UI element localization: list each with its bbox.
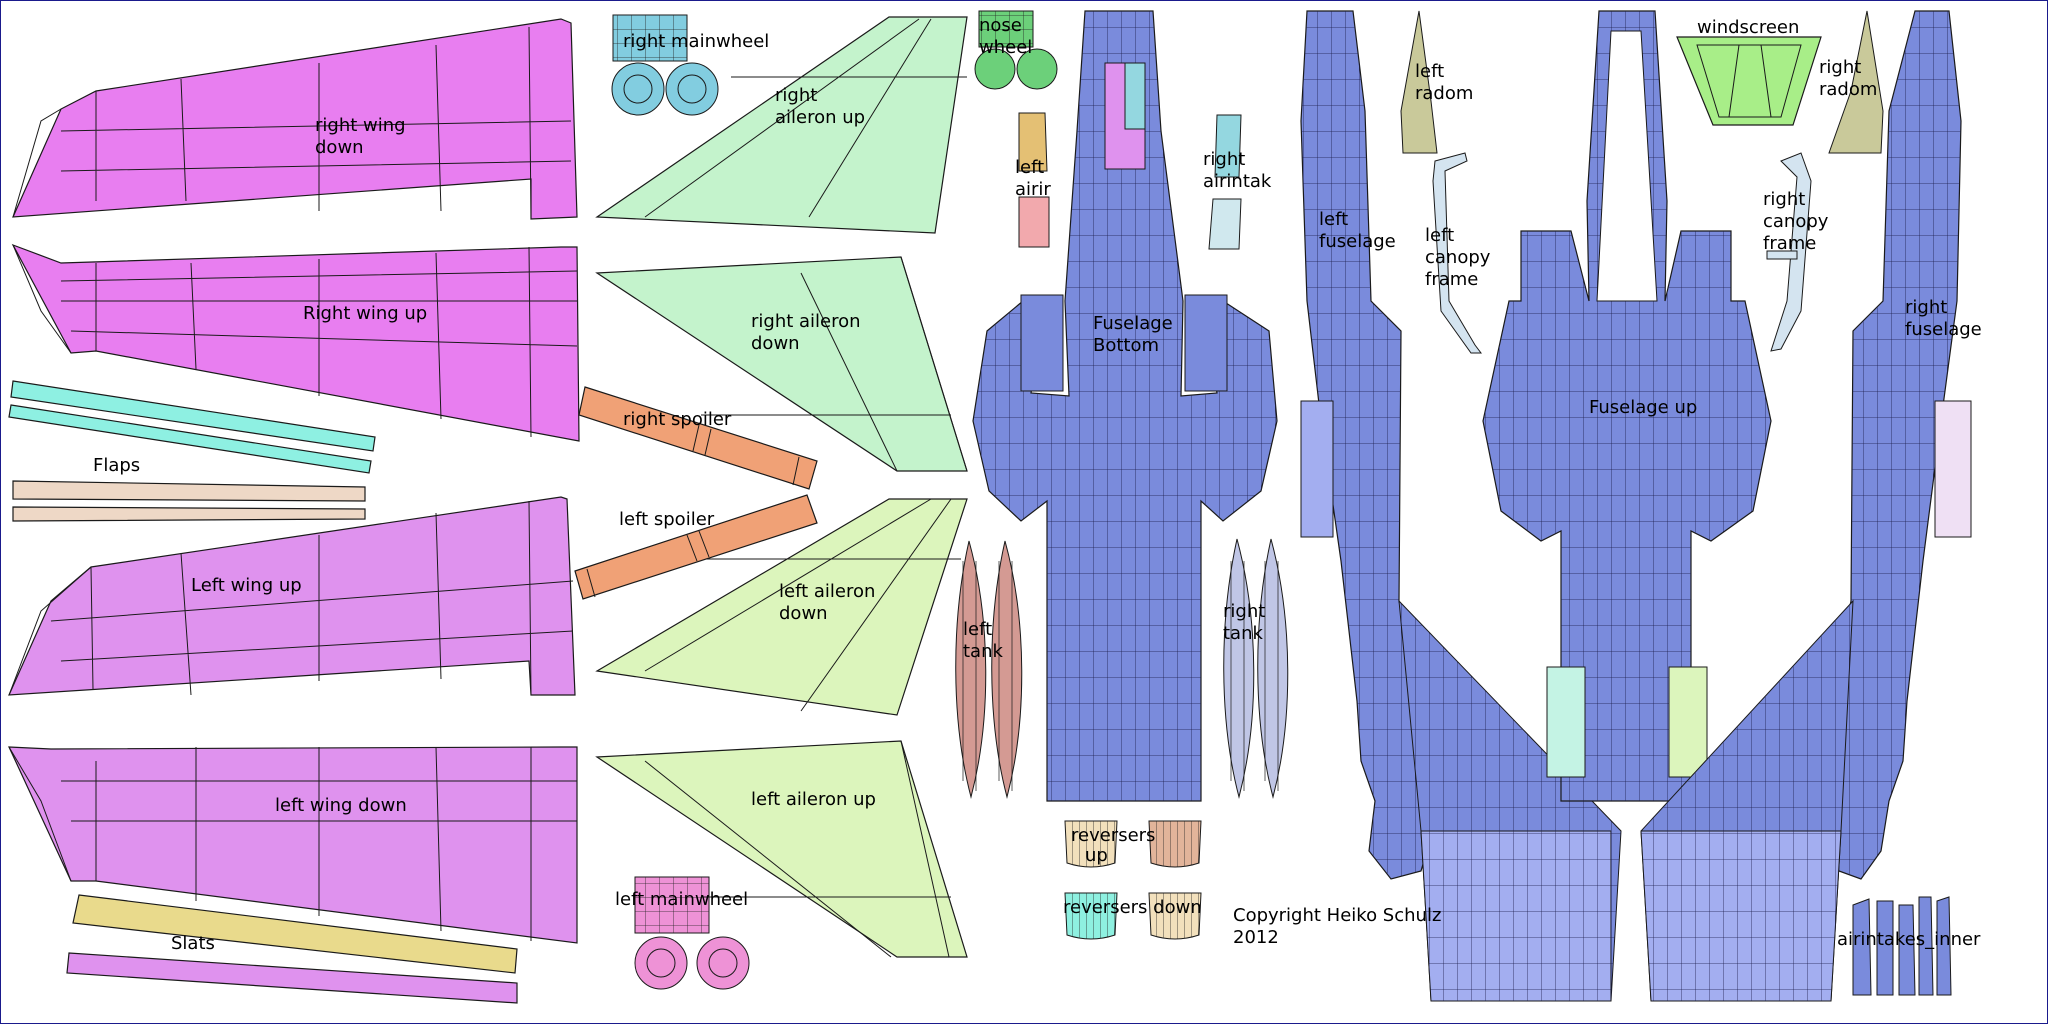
left-tank-part (955, 540, 1023, 799)
label-left-canopy-2: canopy (1425, 247, 1491, 268)
right-airintake-part (1208, 114, 1242, 250)
label-right-wing-up: Right wing up (303, 303, 428, 324)
label-nose-wheel-2: wheel (979, 37, 1033, 58)
label-left-fuselage-2: fuselage (1319, 231, 1396, 252)
right-fuselage-part (1640, 10, 1972, 1002)
label-nose-wheel-1: nose (979, 15, 1022, 36)
right-wing-down-part (12, 18, 578, 220)
label-left-aileron-down-2: down (779, 603, 828, 624)
right-spoiler-part (578, 386, 818, 490)
label-left-radom-1: left (1415, 61, 1445, 82)
label-right-tank-1: right (1223, 601, 1266, 622)
label-fuselage-up: Fuselage up (1589, 397, 1698, 418)
right-wing-up-part (11, 243, 580, 442)
label-left-canopy-1: left (1425, 225, 1455, 246)
left-canopy-frame-part (1432, 152, 1482, 354)
label-right-canopy-3: frame (1763, 233, 1817, 254)
right-radom-part (1828, 10, 1884, 154)
label-fuselage-bottom-1: Fuselage (1093, 313, 1173, 334)
label-right-wing-down-1: right wing (315, 115, 406, 136)
label-right-spoiler: right spoiler (623, 409, 732, 430)
right-tank-part (1223, 538, 1289, 799)
label-right-canopy-2: canopy (1763, 211, 1829, 232)
left-fuselage-part (1300, 10, 1622, 1002)
reversers-down-part (1064, 892, 1202, 940)
label-left-tank-1: left (963, 619, 993, 640)
reversers-up-part (1064, 820, 1202, 868)
label-reversers-up-1: reversers (1071, 825, 1156, 846)
right-mainwheel-part (611, 14, 719, 116)
label-right-radom-1: right (1819, 57, 1862, 78)
left-radom-part (1400, 10, 1438, 154)
label-slats: Slats (171, 933, 215, 954)
label-right-canopy-1: right (1763, 189, 1806, 210)
slats-part (66, 894, 518, 1004)
label-left-wing-down: left wing down (275, 795, 407, 816)
label-left-airintake-1: left (1015, 157, 1045, 178)
label-right-airintake-1: right (1203, 149, 1246, 170)
label-right-fuselage-1: right (1905, 297, 1948, 318)
left-airintake-part (1018, 112, 1050, 248)
windscreen-part (1676, 36, 1822, 126)
label-right-radom-2: radom (1819, 79, 1878, 100)
label-windscreen: windscreen (1697, 17, 1800, 38)
left-aileron-up-part (595, 740, 968, 958)
left-aileron-down-part (595, 498, 968, 716)
label-right-fuselage-2: fuselage (1905, 319, 1982, 340)
label-left-spoiler: left spoiler (619, 509, 715, 530)
label-left-airintake-2: airir (1015, 179, 1051, 200)
label-reversers-up-2: up (1085, 845, 1108, 866)
label-airintakes-inner: airintakes_inner (1837, 929, 1981, 950)
left-wing-down-part (8, 746, 578, 944)
label-right-mainwheel: right mainwheel (623, 31, 770, 52)
label-right-wing-down-2: down (315, 137, 364, 158)
nose-wheel-part (974, 10, 1058, 90)
label-reversers-down: reversers down (1063, 897, 1202, 918)
fuselage-bottom-part (972, 10, 1278, 802)
label-left-radom-2: radom (1415, 83, 1474, 104)
left-spoiler-part (574, 494, 818, 600)
label-right-tank-2: tank (1223, 623, 1263, 644)
label-copyright-1: Copyright Heiko Schulz (1233, 905, 1442, 926)
label-left-wing-up: Left wing up (191, 575, 302, 596)
right-aileron-down-part (595, 256, 968, 472)
label-left-canopy-3: frame (1425, 269, 1479, 290)
label-left-aileron-down-1: left aileron (779, 581, 876, 602)
label-right-aileron-up-1: right (775, 85, 818, 106)
label-fuselage-bottom-2: Bottom (1093, 335, 1160, 356)
airintakes-inner-part (1852, 896, 1952, 996)
label-right-airintake-2: airintak (1203, 171, 1272, 192)
right-canopy-frame-part (1766, 152, 1812, 352)
left-mainwheel-part (634, 876, 750, 990)
right-aileron-up-part (595, 16, 968, 234)
label-copyright-2: 2012 (1233, 927, 1279, 948)
fuselage-up-part (1482, 10, 1772, 802)
label-right-aileron-down-2: down (751, 333, 800, 354)
label-left-aileron-up: left aileron up (751, 789, 876, 810)
left-wing-up-part (8, 496, 576, 696)
label-left-mainwheel: left mainwheel (615, 889, 749, 910)
label-left-tank-2: tank (963, 641, 1003, 662)
label-left-fuselage-1: left (1319, 209, 1349, 230)
flaps-part (8, 380, 376, 522)
label-right-aileron-up-2: aileron up (775, 107, 866, 128)
label-flaps: Flaps (93, 455, 141, 476)
label-right-aileron-down-1: right aileron (751, 311, 861, 332)
